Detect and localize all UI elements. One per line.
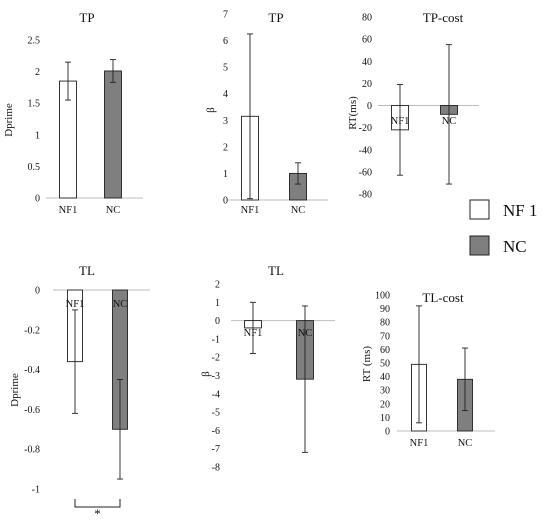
y-tick-label: -80: [359, 190, 372, 201]
y-tick-label: -8: [212, 463, 220, 474]
y-axis-label: β: [205, 107, 217, 113]
legend-swatch-nc: [469, 235, 490, 256]
y-axis-label: Dprime: [3, 103, 15, 137]
category-label: NC: [291, 205, 306, 216]
legend-label-nf1: NF 1: [503, 201, 537, 220]
chart-title: TL: [79, 263, 95, 278]
y-tick-label: -0.2: [24, 325, 40, 336]
y-tick-label: 2: [223, 142, 228, 153]
y-axis-label: Dprime: [9, 373, 21, 407]
y-tick-label: -40: [359, 145, 372, 156]
y-tick-label: 0: [35, 286, 40, 297]
chart-title: TP: [268, 10, 283, 25]
chart-2: TP β 0 1 2 3 4 5 6 7 NF1 NC: [205, 10, 328, 216]
category-label: NF1: [59, 205, 78, 216]
y-tick-label: 3: [223, 116, 228, 127]
y-tick-label: 60: [362, 35, 372, 46]
chart-title: TP: [79, 10, 94, 25]
y-tick-label: -3: [212, 371, 220, 382]
y-tick-label: 10: [380, 413, 390, 424]
y-tick-label: 20: [380, 399, 390, 410]
chart-5: TL β -8 -7 -6 -5 -4 -3 -2 -1 0 1 2 NF1 NC: [200, 263, 335, 474]
y-tick-label: -0.4: [24, 365, 40, 376]
category-label: NC: [442, 116, 457, 127]
y-tick-label: 0.5: [28, 162, 41, 173]
y-tick-label: 4: [223, 89, 228, 100]
bar-nc: [104, 70, 122, 199]
y-tick-label: 0: [223, 196, 228, 207]
y-tick-label: -20: [359, 123, 372, 134]
y-tick-label: 2: [215, 280, 220, 291]
chart-title: TL: [268, 263, 284, 278]
y-tick-label: 50: [380, 359, 390, 370]
y-tick-label: -6: [212, 426, 220, 437]
legend-label-nc: NC: [503, 237, 527, 256]
y-axis-label: RT (ms): [361, 346, 373, 382]
chart-3: TP-cost RT(ms) -80 -60 -40 -20 0 20 40 60 80 NF1 NC: [347, 10, 479, 201]
y-axis-label: RT(ms): [347, 96, 359, 130]
y-tick-label: -60: [359, 167, 372, 178]
y-tick-label: 100: [375, 291, 390, 302]
y-tick-label: 6: [223, 36, 228, 47]
y-tick-label: 40: [362, 57, 372, 68]
y-tick-label: 0: [35, 194, 40, 205]
y-tick-label: 90: [380, 304, 390, 315]
y-tick-label: -4: [212, 389, 220, 400]
y-tick-label: -5: [212, 408, 220, 419]
y-tick-label: 2.5: [28, 36, 41, 47]
y-tick-label: 2: [35, 67, 40, 78]
y-axis-label: β: [200, 371, 212, 377]
chart-title: TL-cost: [422, 290, 464, 305]
category-label: NF1: [391, 116, 410, 127]
y-tick-label: 0: [385, 427, 390, 438]
chart-6: TL-cost RT (ms) 0 10 20 30 40 50 60 70 80 90 100 NF1 N…: [361, 290, 495, 449]
legend: NF 1 NC: [469, 199, 537, 256]
chart-4: TL Dprime -1 -0.8 -0.6 -0.4 -0.2 0 NF1 NC *: [9, 263, 150, 520]
y-tick-label: 40: [380, 372, 390, 383]
y-tick-label: -7: [212, 444, 220, 455]
y-tick-label: 1: [223, 169, 228, 180]
y-tick-label: -1: [32, 485, 40, 496]
category-label: NF1: [241, 205, 260, 216]
category-label: NC: [458, 438, 473, 449]
y-tick-label: 80: [362, 13, 372, 24]
category-label: NF1: [244, 328, 263, 339]
y-tick-label: -0.8: [24, 445, 40, 456]
y-tick-label: 1: [35, 130, 40, 141]
y-tick-label: 0: [367, 101, 372, 112]
y-tick-label: -1: [212, 334, 220, 345]
y-tick-label: 30: [380, 386, 390, 397]
chart-1: TP Dprime 0 0.5 1 1.5 2 2.5 NF1 NC: [3, 10, 143, 216]
y-tick-label: 80: [380, 318, 390, 329]
y-tick-label: 20: [362, 79, 372, 90]
significance-star: *: [94, 506, 101, 520]
y-tick-label: 5: [223, 63, 228, 74]
y-tick-label: 1.5: [28, 99, 41, 110]
category-label: NC: [106, 205, 121, 216]
legend-swatch-nf1: [469, 199, 490, 220]
category-label: NF1: [66, 299, 85, 310]
category-label: NC: [298, 328, 313, 339]
y-tick-label: 7: [223, 10, 228, 21]
y-tick-label: 1: [215, 298, 220, 309]
y-tick-label: -0.6: [24, 405, 40, 416]
y-tick-label: 70: [380, 331, 390, 342]
y-tick-label: 0: [215, 316, 220, 327]
category-label: NC: [113, 299, 128, 310]
y-tick-label: 60: [380, 345, 390, 356]
significance-bracket: [74, 499, 121, 508]
y-tick-label: -2: [212, 353, 220, 364]
category-label: NF1: [410, 438, 429, 449]
chart-title: TP-cost: [423, 10, 464, 25]
